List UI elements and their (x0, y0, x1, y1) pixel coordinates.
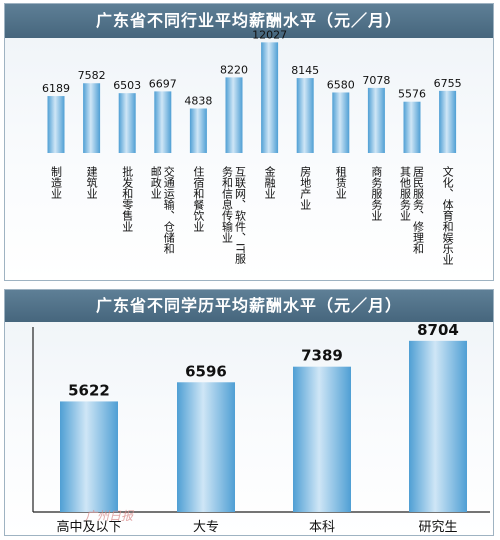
category-label: 批发和零售业 (121, 165, 134, 232)
data-label: 7389 (301, 347, 343, 365)
bar-industry (83, 83, 101, 153)
bar-education (60, 401, 118, 512)
category-label: 租赁业 (334, 166, 347, 199)
data-label: 6697 (149, 77, 177, 90)
data-label: 7582 (78, 69, 106, 82)
data-label: 6755 (434, 77, 462, 90)
category-label: 本科 (309, 520, 335, 535)
data-label: 5576 (398, 88, 426, 101)
category-label: 金融业 (263, 165, 276, 199)
category-label: 邮政业 (149, 166, 162, 199)
category-label: 务和信息传输业 (221, 166, 234, 243)
bar-education (293, 366, 351, 512)
category-label: 文化、体育和娱乐业 (441, 165, 454, 265)
category-label: 大专 (193, 520, 219, 535)
category-label: 房地产业 (299, 166, 312, 210)
bar-industry (296, 78, 314, 153)
data-label: 8220 (220, 63, 248, 76)
category-label: 居民服务、修理和 (412, 166, 425, 255)
bar-industry (154, 91, 172, 153)
data-label: 6503 (113, 79, 141, 92)
category-label: 其他服务业 (399, 166, 412, 221)
category-label: 互联网、软件、IT服 (234, 166, 247, 265)
bar-industry (47, 96, 65, 153)
bar-education (409, 340, 467, 512)
bar-industry (261, 42, 279, 153)
bar-industry (332, 92, 350, 153)
bar-industry (439, 90, 457, 153)
data-label: 6580 (327, 78, 355, 91)
data-label: 7078 (362, 74, 390, 87)
category-label: 交通运输、仓储和 (162, 165, 175, 255)
data-label: 12027 (252, 28, 287, 41)
data-label: 6189 (42, 82, 70, 95)
bar-industry (367, 87, 385, 153)
category-label: 制造业 (50, 166, 63, 199)
category-label: 研究生 (418, 520, 457, 535)
category-label: 建筑业 (85, 165, 98, 199)
bar-industry (403, 101, 421, 153)
category-label: 商务服务业 (370, 165, 383, 221)
bar-industry (189, 108, 207, 153)
data-label: 8704 (417, 321, 459, 339)
bar-industry (118, 93, 136, 153)
category-label: 住宿和餐饮业 (192, 165, 205, 232)
data-label: 6596 (185, 362, 227, 380)
data-label: 8145 (291, 64, 319, 77)
industry-chart-title: 广东省不同行业平均薪酬水平（元／月） (5, 4, 493, 38)
education-chart-title: 广东省不同学历平均薪酬水平（元／月） (5, 290, 493, 322)
data-label: 5622 (68, 381, 110, 399)
data-label: 4838 (184, 94, 212, 107)
bar-industry (225, 77, 243, 153)
category-label: 高中及以下 (56, 519, 121, 535)
watermark-logo: 广州日报 (85, 509, 134, 523)
bar-education (177, 382, 235, 512)
